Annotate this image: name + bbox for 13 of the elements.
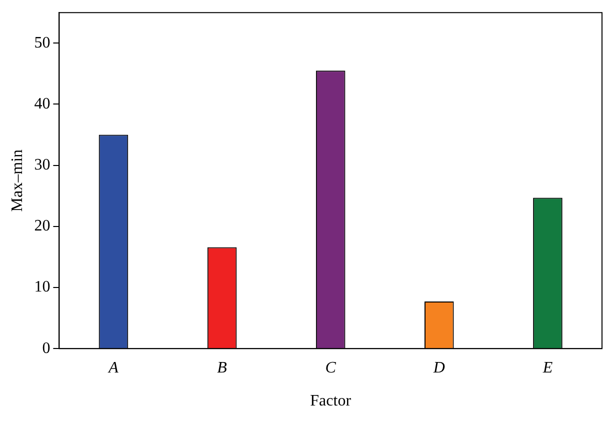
y-axis-title: Max–min [8,149,26,212]
x-tick-label: C [325,359,336,376]
x-tick-label: E [542,359,553,376]
y-tick-label: 30 [34,156,50,174]
y-tick-label: 50 [34,34,50,52]
y-tick-label: 0 [42,340,50,357]
y-tick-label: 10 [34,278,50,296]
y-tick-label: 40 [34,95,50,112]
x-tick-label: B [217,359,228,376]
x-axis-title: Factor [310,392,352,410]
y-tick-label: 20 [34,218,50,235]
x-tick-label: A [108,359,119,376]
x-tick-label: D [432,359,446,376]
